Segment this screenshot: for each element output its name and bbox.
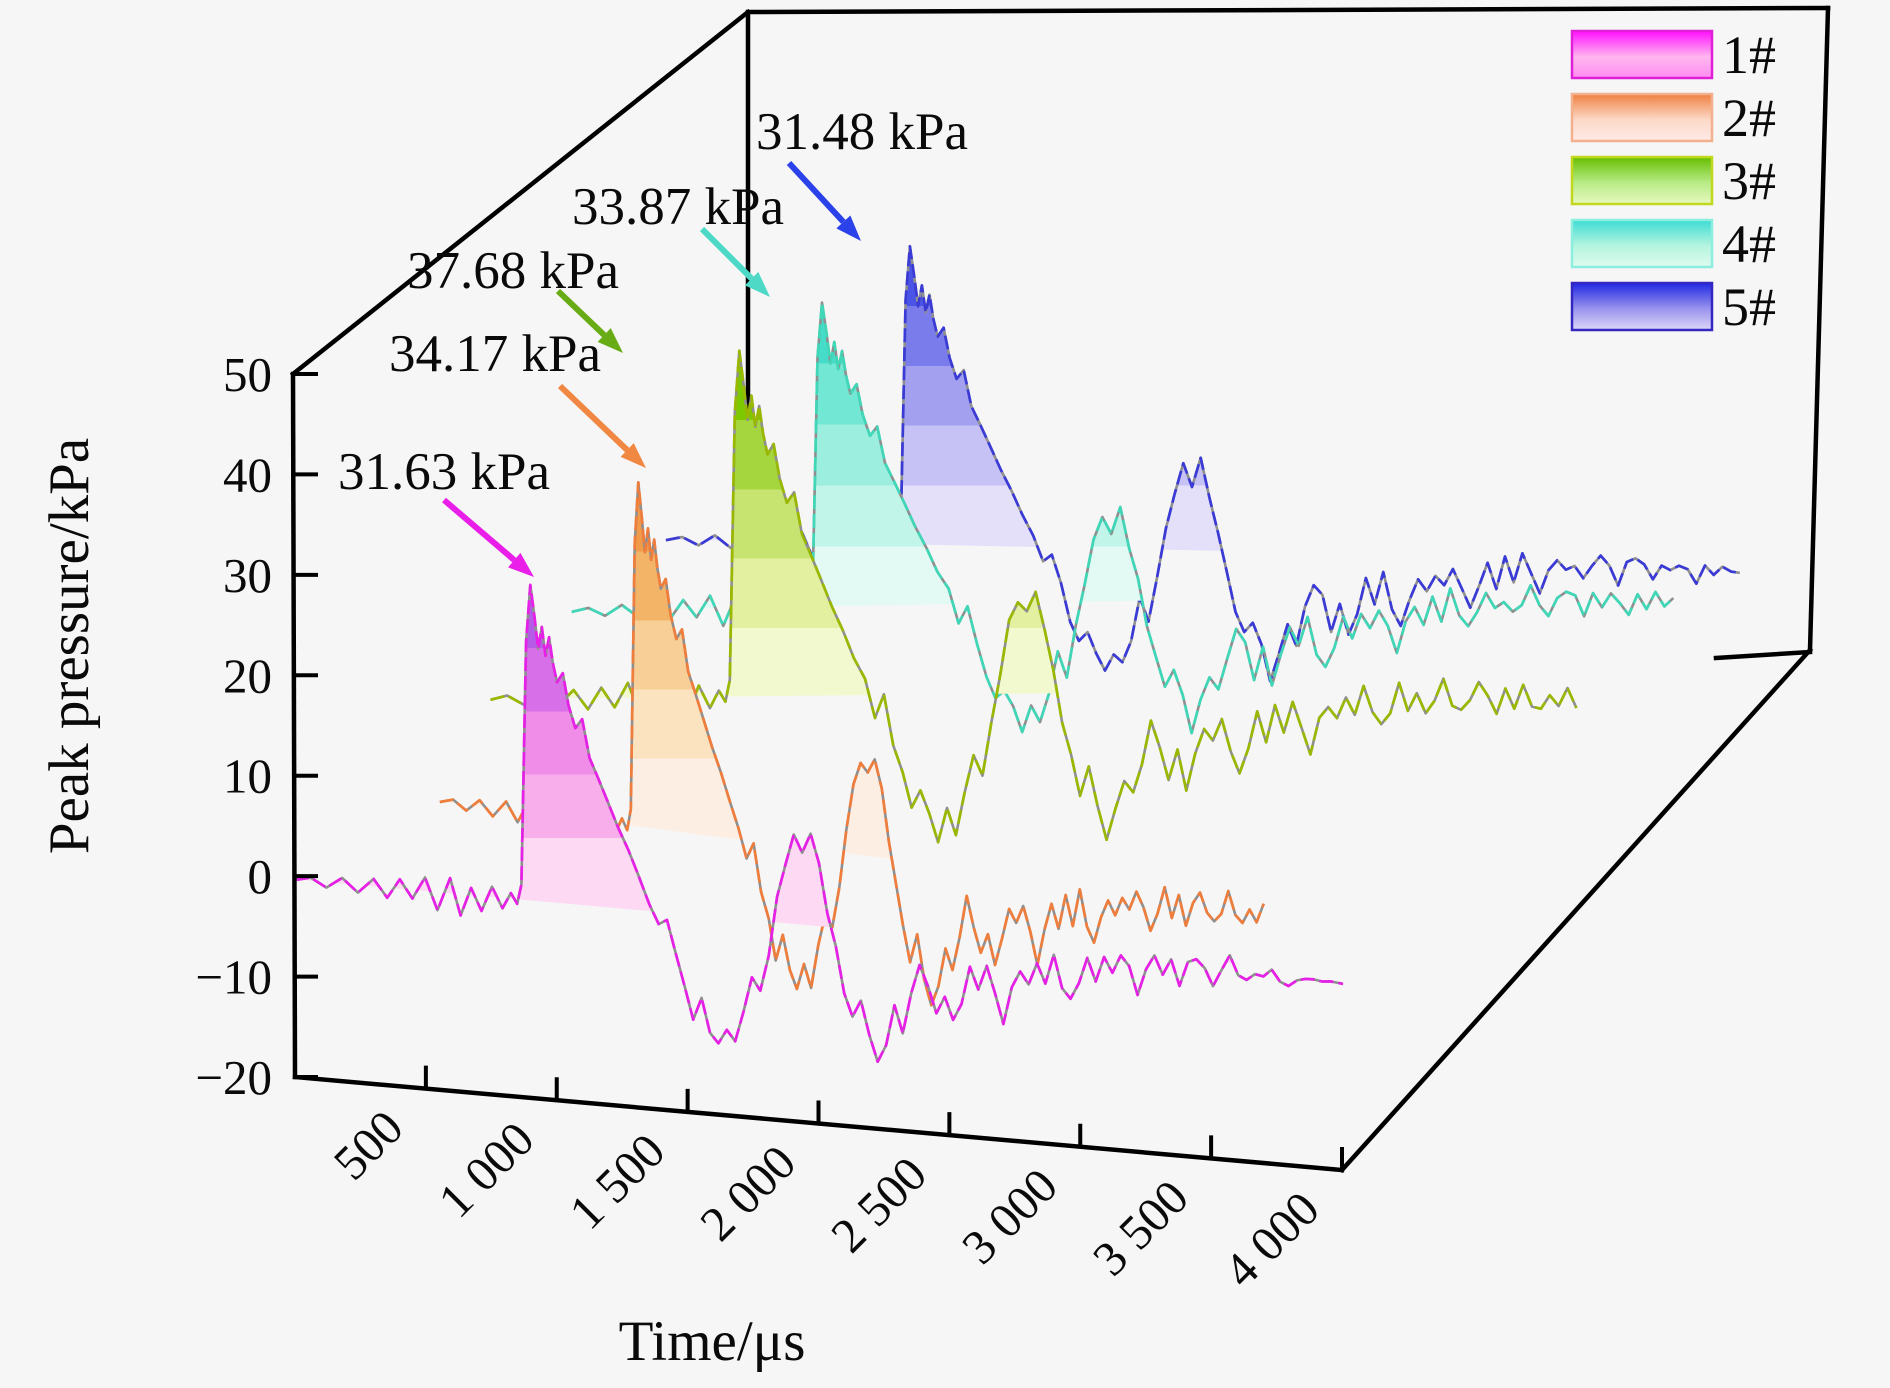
- box-top-edge: [745, 5, 1831, 15]
- annotation-arrow-line: [699, 226, 754, 281]
- x-tick-label: 2 500: [820, 1146, 937, 1263]
- x-tick-label: 4 000: [1213, 1181, 1330, 1298]
- box-right-edge: [1807, 5, 1831, 653]
- series-2#-line: [439, 480, 1265, 1007]
- series-5#-line: [665, 244, 1740, 683]
- y-tick-label: −20: [195, 1050, 272, 1105]
- x-tick-label: 500: [323, 1100, 414, 1191]
- series-1#-fill: [295, 584, 1343, 974]
- y-tick-label: 0: [248, 849, 273, 904]
- legend-swatch-3#: [1570, 155, 1714, 206]
- y-tick-label: −10: [195, 950, 272, 1005]
- annotation-arrowhead: [597, 328, 623, 353]
- axis-titles: Time/μs Peak pressure/kPa: [38, 438, 805, 1373]
- series-4#-line: [571, 301, 1675, 735]
- x-axis-title: Time/μs: [619, 1310, 806, 1373]
- series-3#-line: [490, 349, 1578, 844]
- series-5#-fill: [655, 246, 1740, 562]
- annotation-arrowhead: [620, 443, 646, 468]
- legend-swatch-5#: [1570, 281, 1714, 332]
- x-tick-label: 1 500: [559, 1123, 676, 1240]
- legend-swatch-1#: [1570, 29, 1714, 80]
- series-4#-fill: [565, 302, 1674, 612]
- y-axis-line: [290, 371, 298, 1080]
- legend-label-3#: 3#: [1722, 151, 1776, 211]
- y-tick-label: 10: [223, 749, 272, 804]
- x-tick-label: 2 000: [689, 1134, 806, 1251]
- axes-frame: [289, 5, 1831, 1174]
- z-depth-tick: [1713, 649, 1813, 661]
- legend-label-4#: 4#: [1722, 214, 1776, 274]
- legend-label-5#: 5#: [1722, 277, 1776, 337]
- legend: 1#2#3#4#5#: [1570, 25, 1776, 337]
- peak-annotation-2#: 34.17 kPa: [389, 325, 601, 383]
- y-tick-label: 40: [223, 447, 272, 502]
- x-tick-label: 3 000: [951, 1158, 1068, 1275]
- legend-label-2#: 2#: [1722, 88, 1776, 148]
- y-tick-label: 50: [223, 347, 272, 402]
- annotation-arrow-line: [442, 497, 517, 563]
- peak-annotation-4#: 33.87 kPa: [572, 178, 784, 236]
- legend-swatch-2#: [1570, 92, 1714, 143]
- y-axis-title: Peak pressure/kPa: [38, 438, 101, 854]
- x-axis-line: [292, 1074, 1345, 1173]
- series-1#-line: [294, 583, 1344, 1064]
- peak-annotation-5#: 31.48 kPa: [756, 103, 968, 161]
- box-top-left-edge: [289, 8, 752, 378]
- peak-annotation-3#: 37.68 kPa: [407, 242, 619, 300]
- x-tick-label: 3 500: [1082, 1169, 1199, 1286]
- legend-label-1#: 1#: [1722, 25, 1776, 85]
- peak-annotation-1#: 31.63 kPa: [338, 443, 550, 501]
- z-depth-axis: [1338, 646, 1814, 1174]
- annotation-arrowhead: [508, 552, 534, 577]
- series-curves: [294, 244, 1740, 1064]
- x-tick-label: 1 000: [428, 1111, 545, 1228]
- annotation-arrowhead: [744, 271, 770, 297]
- y-tick-label: 30: [223, 548, 272, 603]
- annotation-arrow-line: [555, 288, 607, 338]
- legend-swatch-4#: [1570, 218, 1714, 269]
- annotation-arrowhead: [836, 215, 861, 241]
- annotation-arrow-line: [557, 383, 630, 453]
- peak-annotations: 31.63 kPa 34.17 kPa 37.68 kPa 33.87 kPa 31.4…: [338, 103, 968, 577]
- series-3#-fill: [475, 350, 1577, 700]
- y-tick-label: 20: [223, 648, 272, 703]
- annotation-arrow-line: [786, 160, 846, 224]
